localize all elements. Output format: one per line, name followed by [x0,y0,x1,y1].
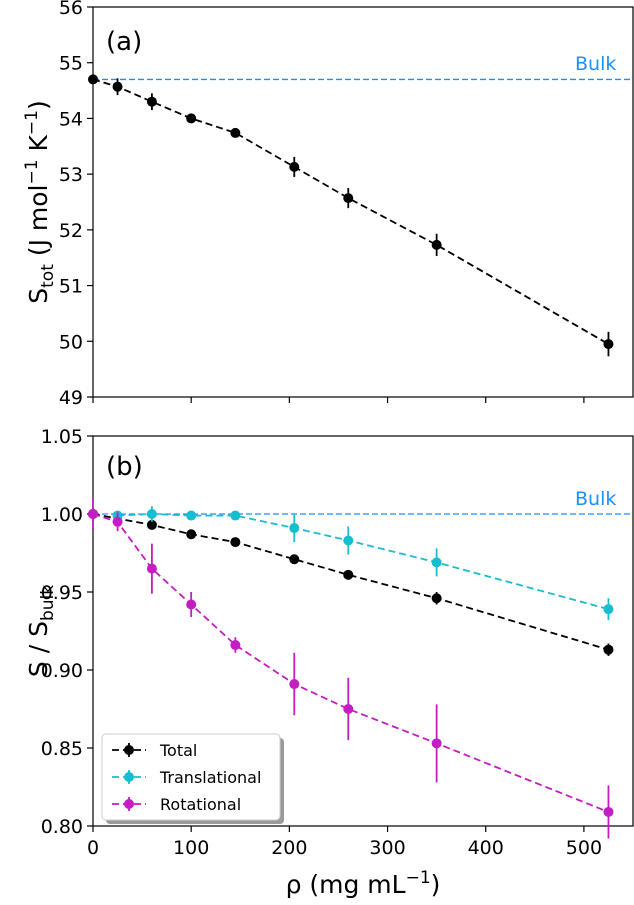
xlabel-main: ρ (mg mL [286,870,406,899]
panel-a-frame [92,6,634,398]
y-tick-label: 55 [59,53,83,75]
legend-box [101,733,281,821]
ylabel-b-main: S / S [24,621,53,677]
y-tick-label: 0.90 [41,660,83,682]
legend: Total Translational Rotational [101,733,284,824]
ylabel-a-unit-post: ) [24,100,53,110]
data-point [431,239,442,250]
panel-b-ticks: 0 100 200 300 400 500 0.80 0.85 0.90 0.95 1.00 1.05 [41,426,602,859]
data-point [146,509,157,519]
data-point [431,593,442,604]
panel-a-series [88,74,614,357]
data-point [343,193,354,204]
data-point [343,569,354,580]
panel-b-xlabel: ρ (mg mL−1) [286,868,441,899]
data-point [146,519,157,530]
ylabel-a-main: S [24,288,53,304]
legend-label: Rotational [160,795,241,814]
data-point [603,806,614,817]
y-tick-label: 51 [59,276,83,298]
y-tick-label: 53 [59,164,83,186]
legend-marker [124,772,134,782]
data-point [186,529,197,540]
panel-a-ylabel: Stot (J mol−1 K−1) [22,100,58,303]
data-point [186,113,197,124]
ylabel-a-sub: tot [38,264,58,288]
series-line-translational [117,513,609,611]
y-tick-label: 1.05 [41,426,83,448]
data-point [603,644,614,655]
series-line-total [92,513,609,651]
xlabel-exp: −1 [406,868,431,888]
y-tick-label: 0.95 [41,582,83,604]
panel-a-bulk-label: Bulk [575,53,616,75]
data-point [431,557,442,568]
x-tick-label: 400 [468,837,504,859]
panel-a-label: (a) [106,27,142,57]
y-tick-label: 0.85 [41,738,83,760]
data-point [289,523,300,534]
y-tick-label: 54 [59,108,83,130]
ylabel-b-sub: bulk [38,585,58,621]
legend-label: Total [159,741,197,760]
data-point [289,554,300,565]
legend-items: Total Translational Rotational [112,741,261,814]
y-tick-label: 56 [59,0,83,19]
y-tick-label: 0.80 [41,816,83,838]
y-tick-label: 1.00 [41,504,83,526]
data-point [289,161,300,172]
data-point [603,339,614,350]
x-tick-label: 100 [173,837,209,859]
y-tick-label: 50 [59,331,83,353]
panel-b-bulk-label: Bulk [575,488,616,510]
x-tick-label: 0 [87,837,99,859]
legend-marker [124,745,134,755]
panel-b-label: (b) [106,452,143,482]
panel-b-series [88,498,614,839]
panel-a: 49 50 51 52 53 54 55 56 Bulk (a) Stot (J mol−1 … [22,0,634,409]
legend-label: Translational [159,768,261,787]
panel-b-ylabel: S / Sbulk [24,585,58,677]
ylabel-a-exp1: −1 [22,159,42,184]
data-point [146,563,157,574]
data-point [230,537,241,548]
ylabel-a-exp2: −1 [22,110,42,135]
data-point [186,599,197,610]
x-tick-label: 500 [566,837,602,859]
data-point [343,704,354,714]
y-tick-label: 52 [59,220,83,242]
legend-marker [124,799,134,809]
data-point [230,510,241,521]
y-tick-label: 49 [59,387,83,409]
data-point [230,127,241,138]
ylabel-a-unit-pre: (J mol [24,185,53,265]
data-point [88,74,98,85]
series-line-rotational [92,513,609,813]
xlabel-post: ) [431,870,441,899]
series-line-total [92,78,609,345]
data-point [146,96,157,107]
panel-b-frame [92,435,634,827]
x-tick-label: 300 [369,837,405,859]
data-point [230,640,241,651]
x-tick-label: 200 [271,837,307,859]
data-point [431,738,442,749]
data-point [112,516,123,527]
data-point [88,509,98,519]
data-point [289,679,300,690]
panel-a-ticks: 49 50 51 52 53 54 55 56 [59,0,585,409]
data-point [112,81,123,92]
data-point [603,604,614,615]
panel-b: 0 100 200 300 400 500 0.80 0.85 0.90 0.95 1.00 1.05… [24,426,634,899]
ylabel-a-unit-mid: K [24,134,53,159]
data-point [343,535,354,546]
data-point [186,510,197,521]
